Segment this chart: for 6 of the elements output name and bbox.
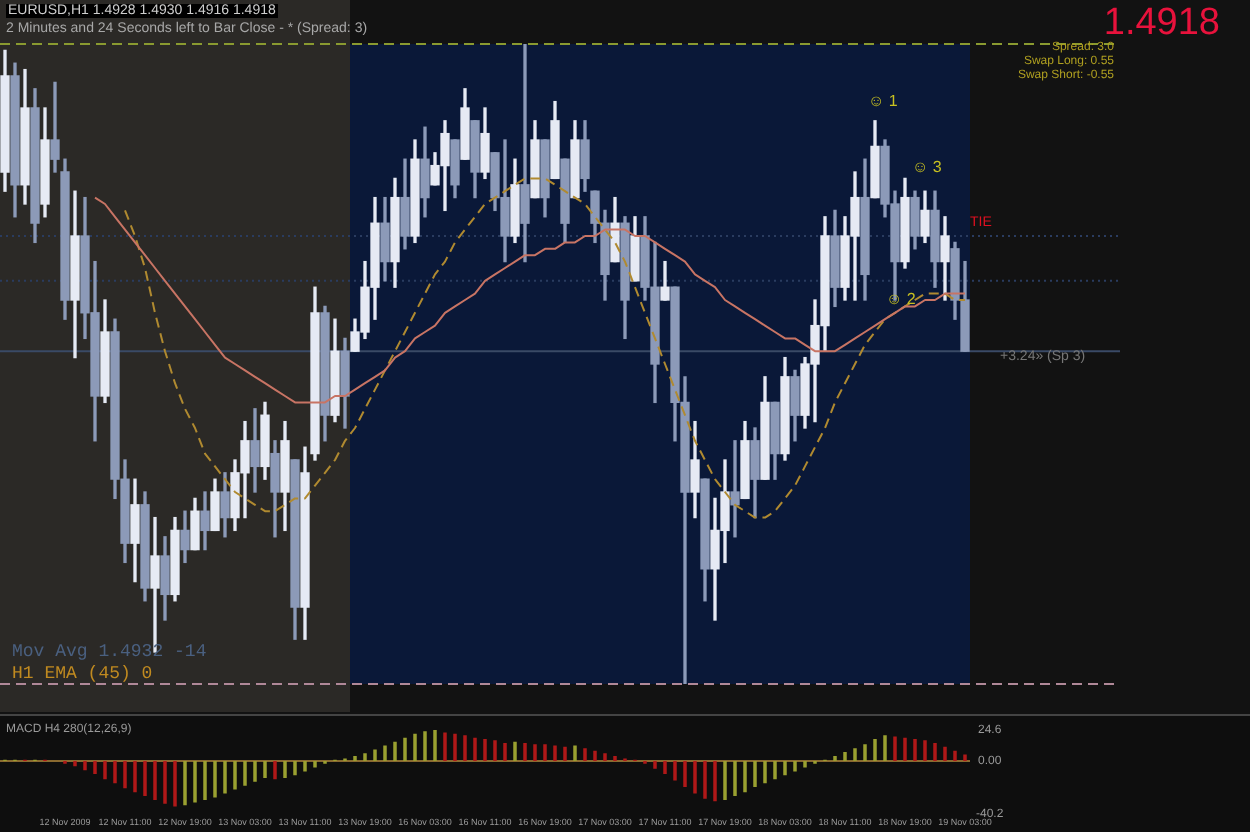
annotation: ☺ 2 [886, 290, 916, 308]
annotation: Mov Avg 1.4932 -14 [12, 642, 207, 662]
annotation: H1 EMA (45) 0 [12, 664, 153, 684]
text: 1.4918 [1103, 2, 1220, 44]
annotation: ☺ 3 [912, 158, 942, 176]
annotation: ☺ 1 [868, 92, 898, 110]
